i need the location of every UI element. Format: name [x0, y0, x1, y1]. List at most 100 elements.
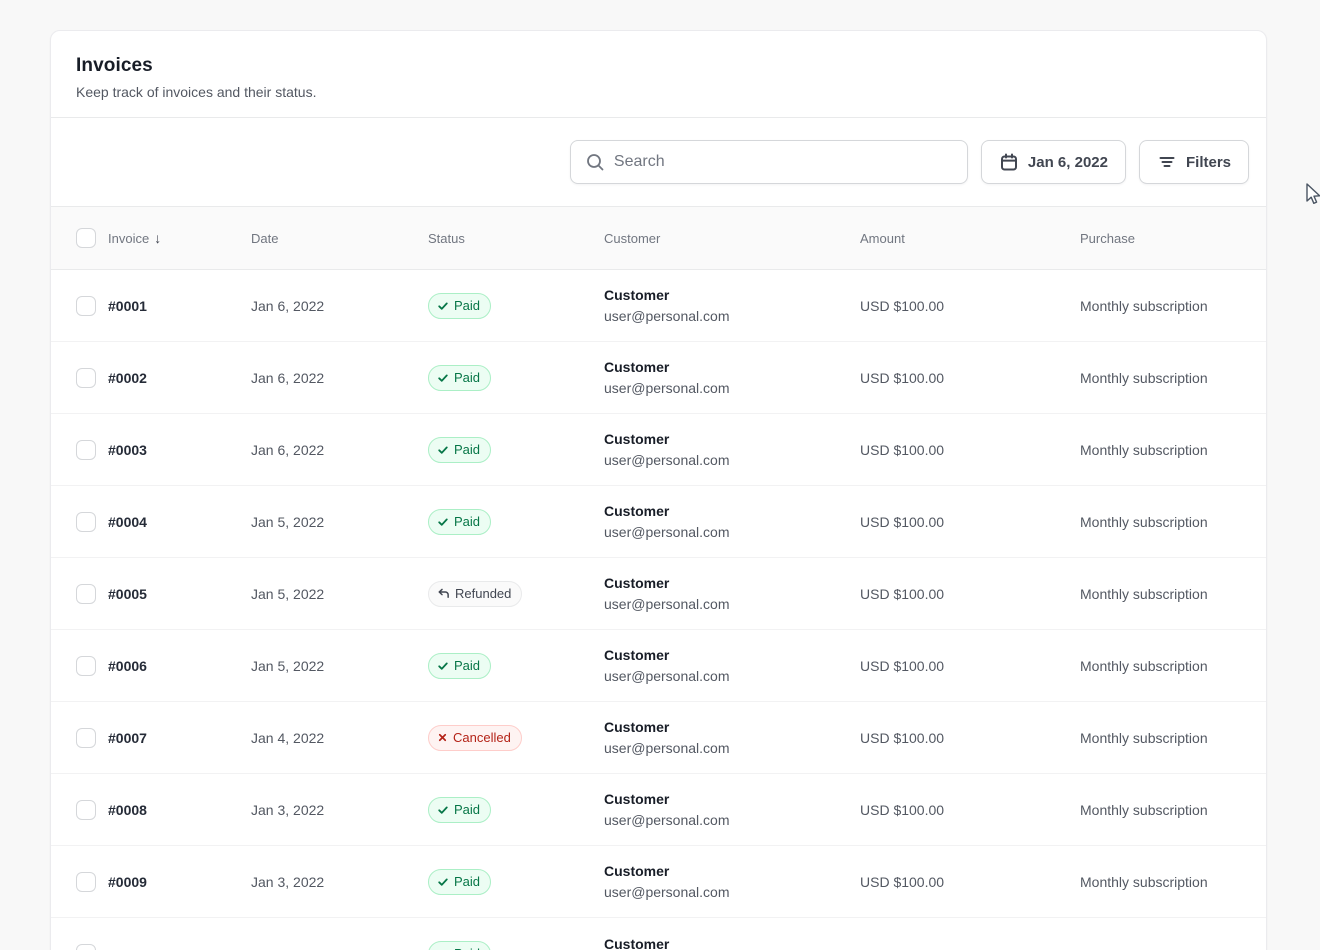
select-row-checkbox[interactable]	[76, 871, 96, 892]
column-header-purchase[interactable]: Purchase	[1080, 231, 1241, 246]
invoice-date: Jan 6, 2022	[251, 297, 325, 314]
invoice-date: Jan 5, 2022	[251, 585, 325, 602]
check-icon	[437, 876, 449, 888]
select-row-checkbox[interactable]	[76, 655, 96, 676]
purchase: Monthly subscription	[1080, 369, 1208, 386]
column-label: Date	[251, 230, 279, 246]
invoice-date: Jan 5, 2022	[251, 513, 325, 530]
status-label: Paid	[454, 945, 480, 950]
amount: USD $100.00	[860, 585, 945, 602]
page-title: Invoices	[76, 55, 153, 76]
filters-label: Filters	[1185, 153, 1231, 171]
select-row-checkbox[interactable]	[76, 367, 96, 388]
purchase: Monthly subscription	[1080, 585, 1208, 602]
invoice-id: #0003	[108, 441, 147, 458]
select-row-checkbox[interactable]	[76, 799, 96, 820]
undo-arrow-icon	[437, 587, 450, 600]
status-badge: Paid	[428, 364, 492, 391]
column-header-customer[interactable]: Customer	[604, 231, 860, 246]
mouse-cursor	[1306, 183, 1320, 204]
select-all-checkbox[interactable]	[76, 228, 96, 248]
table-row: #0009 Jan 3, 2022 Paid Customer user@per…	[51, 846, 1266, 918]
status-badge: Refunded	[428, 580, 523, 607]
check-icon	[437, 444, 449, 456]
purchase: Monthly subscription	[1080, 873, 1208, 890]
status-label: Cancelled	[453, 729, 511, 745]
customer-name: Customer	[604, 647, 670, 664]
status-badge: Paid	[428, 868, 492, 895]
status-badge: Paid	[428, 796, 492, 823]
invoice-date: Jan 3, 2022	[251, 801, 325, 818]
table-row: #0008 Jan 3, 2022 Paid Customer user@per…	[51, 774, 1266, 846]
invoice-id: #0007	[108, 729, 147, 746]
column-label: Customer	[604, 230, 661, 246]
customer-name: Customer	[604, 503, 670, 520]
column-header-status[interactable]: Status	[428, 231, 604, 246]
column-header-date[interactable]: Date	[251, 231, 428, 246]
check-icon	[437, 804, 449, 816]
select-row-checkbox[interactable]	[76, 439, 96, 460]
amount: USD $100.00	[860, 369, 945, 386]
amount: USD $100.00	[860, 729, 945, 746]
customer-name: Customer	[604, 287, 670, 304]
customer-email: user@personal.com	[604, 307, 730, 324]
table-row: #0003 Jan 6, 2022 Paid Customer user@per…	[51, 414, 1266, 486]
invoice-id: #0002	[108, 369, 147, 386]
x-icon	[437, 732, 448, 743]
status-label: Paid	[454, 801, 481, 817]
search-icon	[587, 154, 604, 171]
customer-email: user@personal.com	[604, 595, 730, 612]
column-label: Invoice	[108, 230, 150, 246]
amount: USD $100.00	[860, 513, 945, 530]
invoice-id: #0006	[108, 657, 147, 674]
invoice-date: Jan 3, 2022	[251, 873, 325, 890]
status-badge: Paid	[428, 436, 492, 463]
select-row-checkbox[interactable]	[76, 944, 96, 950]
purchase: Monthly subscription	[1080, 729, 1208, 746]
search-box[interactable]	[569, 140, 968, 184]
select-row-checkbox[interactable]	[76, 583, 96, 604]
select-row-checkbox[interactable]	[76, 511, 96, 532]
invoice-date: Jan 6, 2022	[251, 441, 325, 458]
column-label: Status	[428, 230, 465, 246]
calendar-icon	[1000, 153, 1017, 171]
table-row: #0002 Jan 6, 2022 Paid Customer user@per…	[51, 342, 1266, 414]
amount: USD $100.00	[860, 297, 945, 314]
select-row-checkbox[interactable]	[76, 727, 96, 748]
customer-name: Customer	[604, 431, 670, 448]
purchase: Monthly subscription	[1080, 441, 1208, 458]
customer-email: user@personal.com	[604, 883, 730, 900]
column-label: Purchase	[1080, 230, 1135, 246]
date-picker-button[interactable]: Jan 6, 2022	[980, 140, 1126, 184]
invoice-date: Jan 5, 2022	[251, 657, 325, 674]
status-badge: Paid	[428, 508, 492, 535]
invoices-panel: Invoices Keep track of invoices and thei…	[50, 30, 1267, 950]
customer-email: user@personal.com	[604, 667, 730, 684]
status-label: Paid	[454, 873, 481, 889]
search-input[interactable]	[613, 153, 953, 171]
check-icon	[437, 516, 449, 528]
amount: USD $100.00	[860, 657, 945, 674]
status-label: Paid	[454, 657, 481, 673]
purchase: Monthly subscription	[1080, 513, 1208, 530]
check-icon	[437, 660, 449, 672]
amount: USD $100.00	[860, 801, 945, 818]
purchase: Monthly subscription	[1080, 657, 1208, 674]
customer-name: Customer	[604, 863, 670, 880]
table-row: #0005 Jan 5, 2022 Refunded Customer user…	[51, 558, 1266, 630]
status-label: Paid	[454, 369, 481, 385]
invoice-date: Jan 4, 2022	[251, 729, 325, 746]
check-icon	[437, 372, 449, 384]
amount: USD $100.00	[860, 441, 945, 458]
customer-name: Customer	[604, 359, 670, 376]
table-row: #0007 Jan 4, 2022 Cancelled Customer use…	[51, 702, 1266, 774]
select-row-checkbox[interactable]	[76, 295, 96, 316]
filters-button[interactable]: Filters	[1138, 140, 1249, 184]
table-body: #0001 Jan 6, 2022 Paid Customer user@per…	[51, 270, 1266, 950]
page-subtitle: Keep track of invoices and their status.	[76, 84, 317, 100]
invoice-date: Jan 6, 2022	[251, 369, 325, 386]
customer-name: Customer	[604, 935, 670, 950]
column-header-invoice[interactable]: Invoice ↓	[108, 230, 251, 246]
column-header-amount[interactable]: Amount	[860, 231, 1080, 246]
amount: USD $100.00	[860, 873, 945, 890]
